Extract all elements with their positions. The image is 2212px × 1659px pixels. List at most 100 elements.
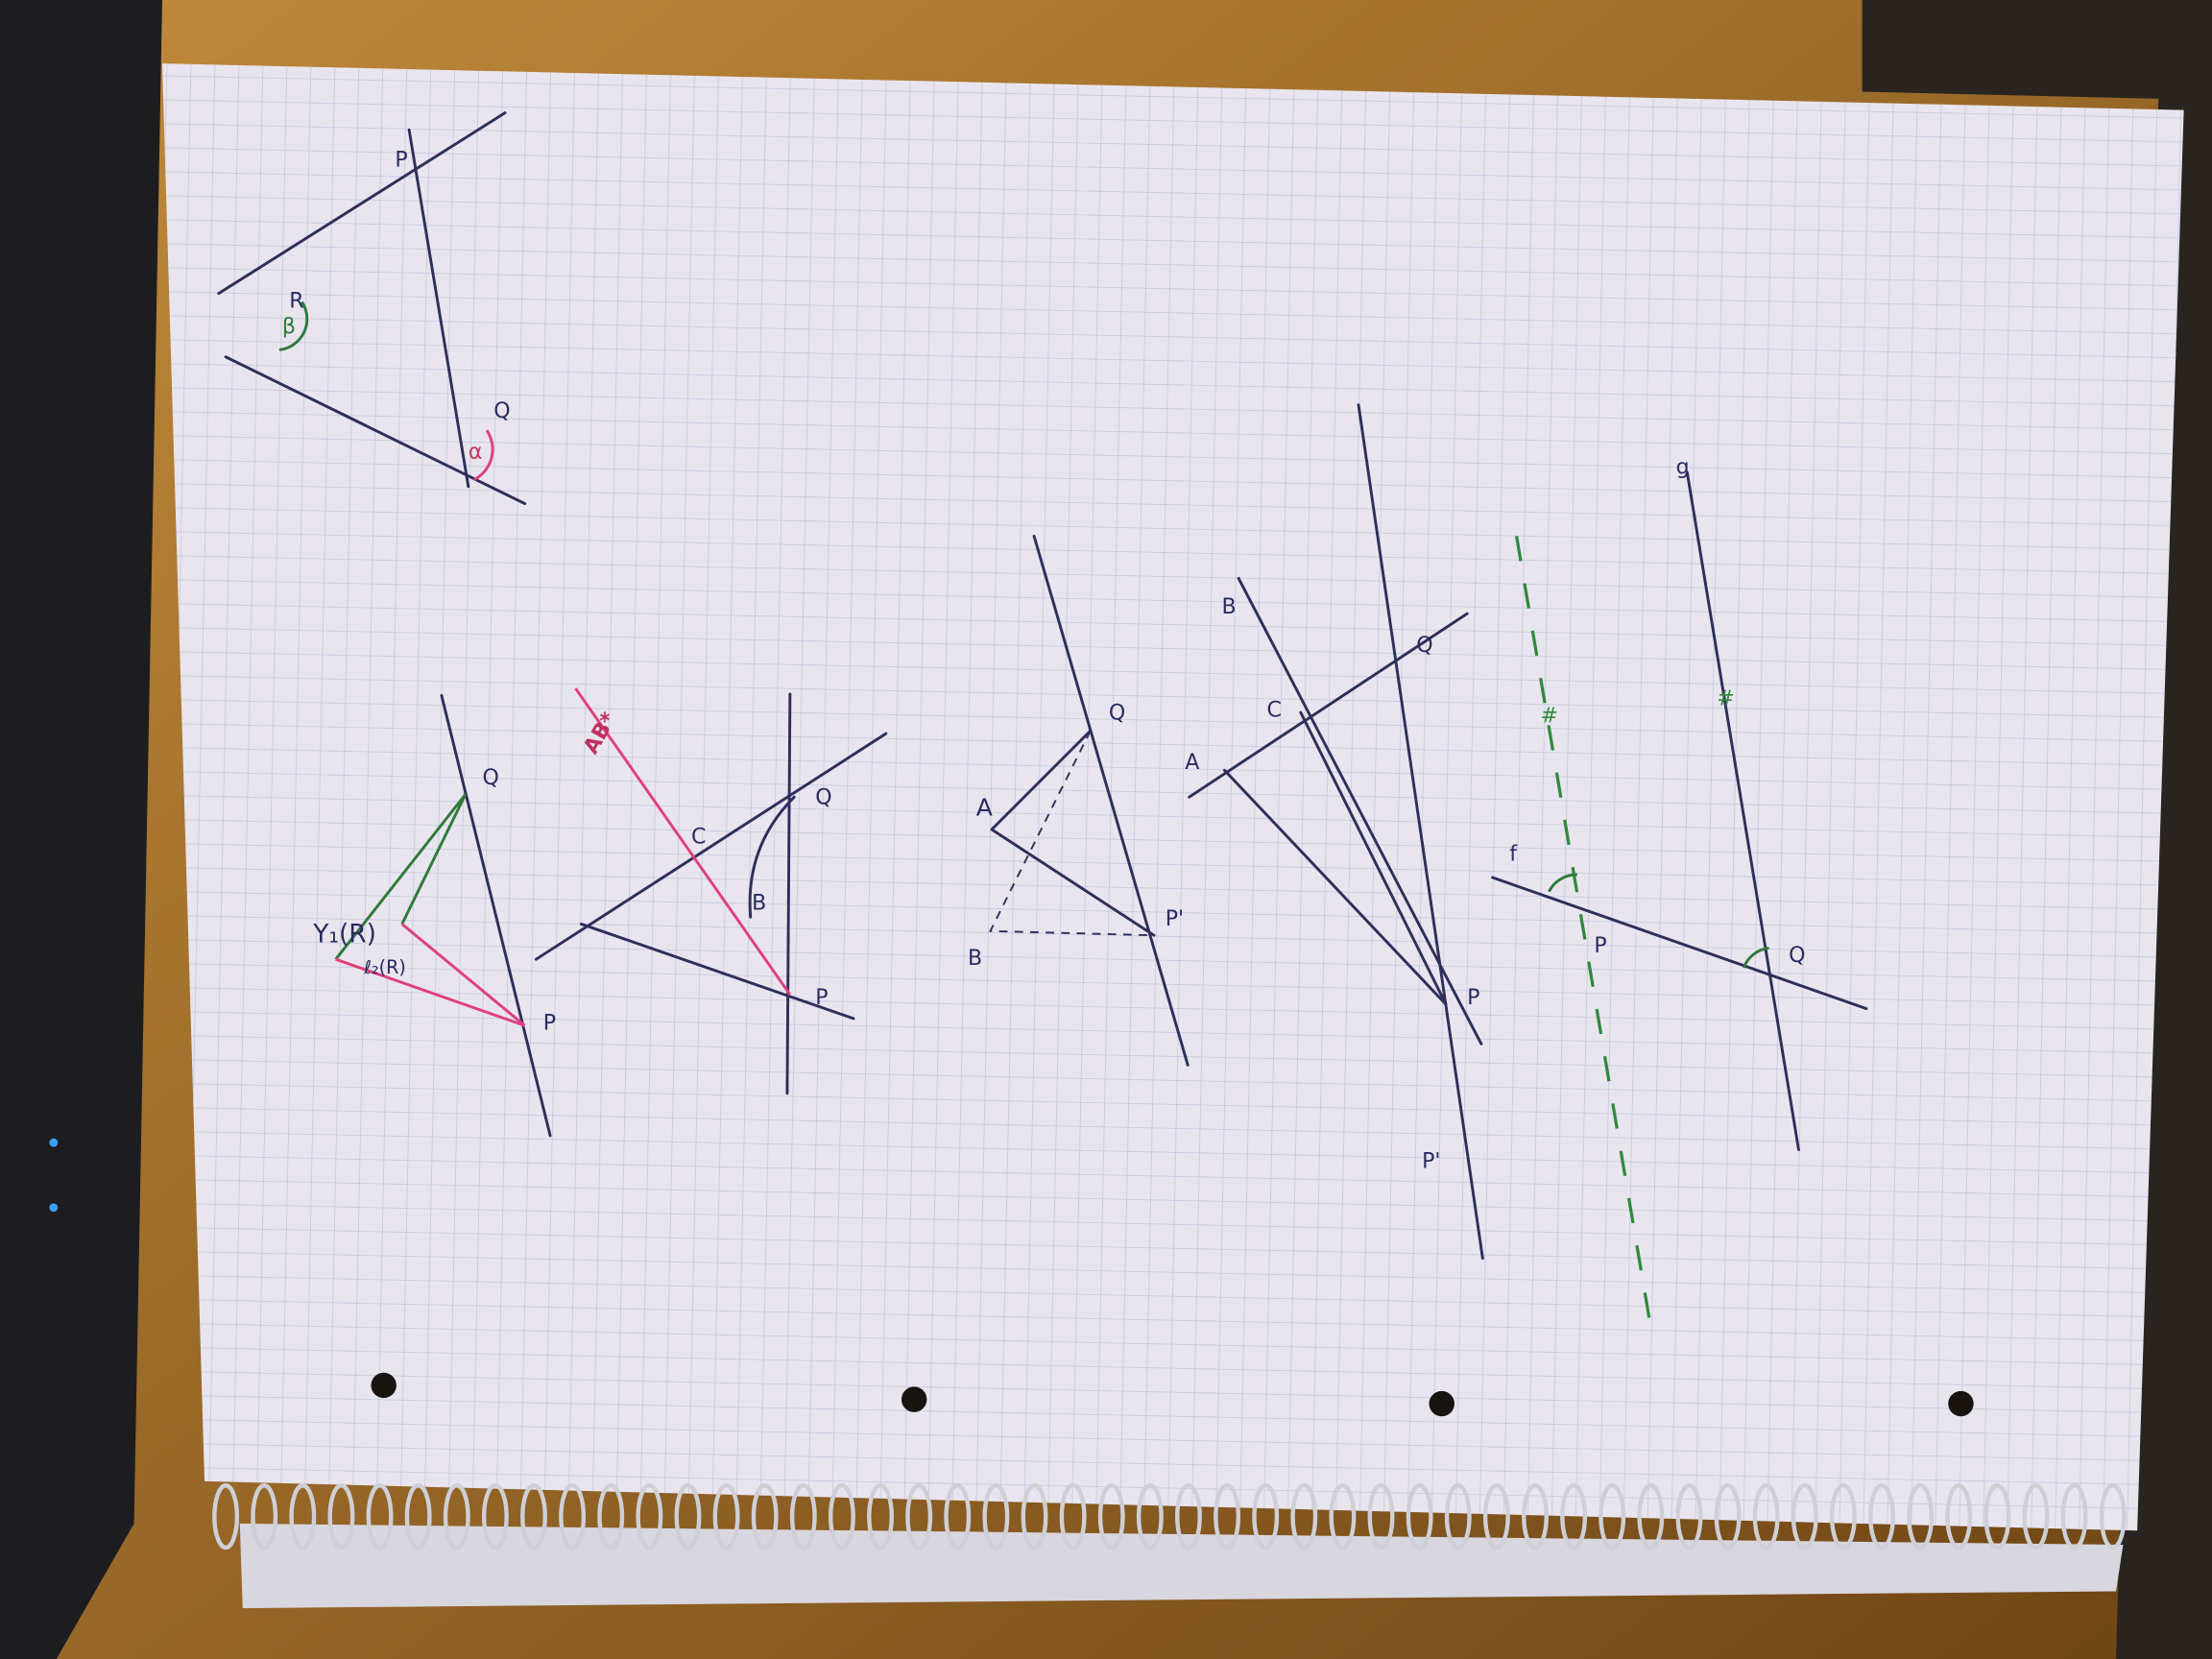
spiral-loop [1560, 1483, 1588, 1551]
spiral-loop [1214, 1483, 1241, 1551]
spiral-loop [289, 1483, 317, 1551]
stroke [161, 63, 2184, 1531]
label: α [469, 441, 483, 465]
stroke [990, 534, 1190, 1067]
spiral-loop [404, 1483, 432, 1551]
stroke [1548, 873, 1769, 969]
label: P [1467, 986, 1479, 1010]
stroke [1491, 470, 1868, 1152]
spiral-loop [674, 1483, 702, 1551]
spiral-loop [1984, 1483, 2011, 1551]
spiral-loop [2022, 1483, 2050, 1551]
spiral-loop [1675, 1483, 1703, 1551]
label: Q [493, 399, 510, 423]
stroke [239, 1523, 2124, 1609]
spiral-loop [1059, 1483, 1087, 1551]
label: # [1717, 687, 1734, 711]
spiral-loop [1522, 1483, 1549, 1551]
spiral-loop [1637, 1483, 1665, 1551]
label: Y₁(R) [312, 920, 376, 950]
notebook [161, 63, 2184, 1609]
label: C [691, 826, 706, 850]
spiral-loop [212, 1483, 240, 1551]
spiral-loop [1829, 1483, 1857, 1551]
spiral-loop [1021, 1483, 1048, 1551]
label: P [395, 148, 407, 172]
label: Q [1416, 634, 1432, 658]
label: B [968, 947, 982, 971]
figure-6: f g P Q # # [1491, 456, 1868, 1327]
label: A [976, 793, 993, 821]
label: Q [483, 766, 499, 790]
label: f [1509, 842, 1518, 866]
spiral-loop [1136, 1483, 1164, 1551]
stroke [574, 687, 792, 996]
label: P [815, 986, 828, 1010]
figure-2: Y₁(R) ℓ₂(R) Q P [312, 693, 556, 1138]
label: Q [815, 786, 831, 810]
stroke [473, 429, 494, 481]
spiral-loop [1097, 1483, 1125, 1551]
spiral-loop [636, 1483, 663, 1551]
figure-1: R P Q α β [217, 111, 527, 506]
spiral-loop [751, 1483, 779, 1551]
label: A [1185, 751, 1199, 775]
spiral-loop [2060, 1483, 2088, 1551]
spiral-loop [1868, 1483, 1895, 1551]
label: B [752, 892, 766, 916]
spiral-loop [327, 1483, 355, 1551]
spiral-loop [1752, 1483, 1780, 1551]
spiral-loop [481, 1483, 509, 1551]
stroke [334, 793, 468, 961]
led [49, 1138, 59, 1147]
figure-4: A B Q P' [968, 534, 1190, 1067]
stroke [988, 730, 1154, 937]
spiral-loop [1945, 1483, 1973, 1551]
spiral-loop [1907, 1483, 1935, 1551]
stroke [278, 301, 309, 351]
label: Q [1789, 944, 1805, 968]
spiral-loop [1482, 1483, 1510, 1551]
stroke [1514, 536, 1652, 1327]
spiral-loop [789, 1483, 817, 1551]
spiral-loop [712, 1483, 740, 1551]
stroke [1948, 1390, 1974, 1417]
figure-5: A C B Q P P' [1185, 403, 1484, 1261]
spiral-loop [366, 1483, 394, 1551]
spiral-loop [1367, 1483, 1395, 1551]
label: P [1594, 934, 1606, 958]
spiral-loop [944, 1483, 972, 1551]
spiral-loop [597, 1483, 625, 1551]
label: g [1676, 456, 1690, 480]
spiral-loop [1252, 1483, 1280, 1551]
label: B [1221, 595, 1236, 619]
spiral-loop [828, 1483, 855, 1551]
spiral-loop [867, 1483, 895, 1551]
label: R [289, 289, 303, 313]
spiral-loop [905, 1483, 933, 1551]
stroke [371, 1372, 397, 1399]
spiral-loop [2099, 1483, 2127, 1551]
label: Q [1109, 701, 1125, 725]
stroke [534, 692, 888, 1095]
label: β [282, 315, 296, 339]
spiral-loop [1329, 1483, 1357, 1551]
label: ℓ₂(R) [363, 956, 406, 978]
stroke [440, 693, 552, 1138]
spiral-loop [520, 1483, 547, 1551]
spiral-loop [1444, 1483, 1472, 1551]
spiral-loop [1599, 1483, 1626, 1551]
spiral [212, 1483, 2127, 1551]
label: P' [1422, 1150, 1440, 1174]
label: # [1541, 704, 1558, 728]
led [49, 1203, 59, 1213]
spiral-loop [559, 1483, 587, 1551]
stroke [335, 923, 526, 1027]
spiral-loop [251, 1483, 278, 1551]
label: P' [1166, 907, 1184, 931]
spiral-loop [982, 1483, 1010, 1551]
stroke [1188, 403, 1484, 1261]
spiral-loop [1290, 1483, 1318, 1551]
label: P [543, 1012, 556, 1036]
